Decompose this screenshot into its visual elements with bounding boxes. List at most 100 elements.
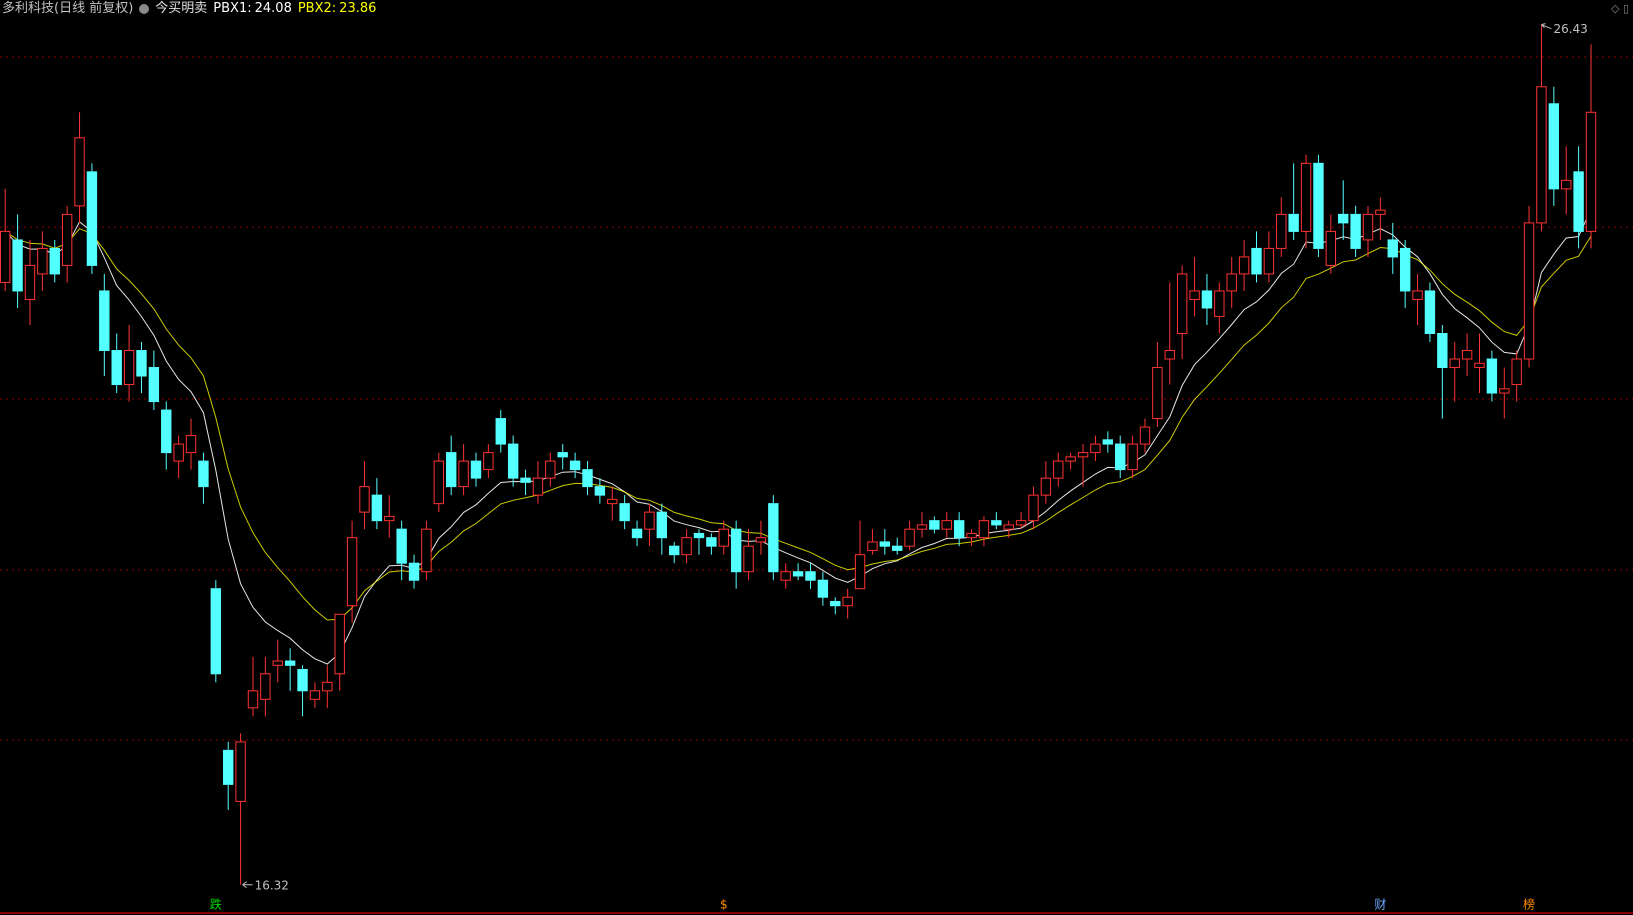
candle-body bbox=[458, 460, 469, 488]
candle-body bbox=[1412, 290, 1423, 300]
candle-body bbox=[557, 452, 568, 458]
candle-body bbox=[1115, 443, 1126, 471]
candle-body bbox=[371, 494, 383, 522]
candle-body bbox=[1523, 222, 1535, 360]
candle-body bbox=[1300, 162, 1312, 232]
candle-body bbox=[0, 230, 11, 283]
candle-body bbox=[421, 528, 432, 573]
candle-body bbox=[520, 477, 531, 483]
candle-body bbox=[359, 486, 370, 513]
candle-body bbox=[322, 681, 333, 692]
candle-body bbox=[953, 520, 965, 539]
candle-body bbox=[309, 690, 321, 700]
candle-body bbox=[1189, 290, 1200, 300]
candle-body bbox=[1511, 358, 1522, 386]
candle-body bbox=[941, 520, 952, 530]
event-marker: 财 bbox=[1374, 898, 1386, 912]
candle-body bbox=[260, 673, 271, 700]
candle-body bbox=[929, 520, 940, 530]
candle-body bbox=[1548, 103, 1560, 190]
indicator-line bbox=[4, 228, 1592, 621]
candle-body bbox=[594, 486, 606, 496]
candle-body bbox=[136, 350, 147, 377]
candle-body bbox=[1065, 456, 1076, 462]
candle-body bbox=[24, 264, 36, 300]
candle-body bbox=[693, 532, 705, 539]
candle-body bbox=[619, 503, 630, 522]
max-price-label: 26.43 bbox=[1553, 22, 1587, 36]
candle-body bbox=[991, 520, 1002, 526]
candle-body bbox=[916, 524, 928, 530]
candle-body bbox=[49, 247, 60, 275]
candle-body bbox=[966, 532, 977, 539]
candle-body bbox=[892, 545, 903, 551]
candle-body bbox=[185, 435, 197, 454]
candle-body bbox=[1015, 520, 1027, 526]
max-arrow bbox=[1541, 23, 1552, 30]
candle-body bbox=[346, 537, 358, 607]
indicator-name: 今买明卖 bbox=[155, 1, 208, 16]
window-icons[interactable]: ◇ ▯ bbox=[1610, 2, 1629, 15]
header: 多利科技(日线 前复权) 今买明卖 PBX1: 24.08 PBX2: 23.86 bbox=[2, 1, 376, 17]
candle-body bbox=[1226, 273, 1237, 292]
candle-body bbox=[297, 669, 308, 692]
min-price-label: 16.32 bbox=[255, 878, 289, 892]
min-arrow bbox=[242, 881, 253, 889]
candle-body bbox=[817, 579, 829, 598]
candle-body bbox=[1399, 247, 1411, 292]
candle-body bbox=[867, 541, 878, 551]
candle-body bbox=[780, 571, 791, 581]
candle-body bbox=[161, 409, 172, 454]
candle-body bbox=[545, 460, 556, 479]
candle-body bbox=[483, 452, 494, 471]
candle-body bbox=[1350, 213, 1361, 249]
candle-body bbox=[1003, 524, 1014, 530]
candle-body bbox=[1375, 209, 1386, 215]
candle-body bbox=[123, 350, 135, 386]
candle-body bbox=[1461, 350, 1473, 360]
candle-body bbox=[1214, 290, 1225, 317]
candle-body bbox=[743, 545, 754, 573]
event-marker: 榜 bbox=[1523, 897, 1535, 912]
candle-body bbox=[507, 443, 519, 479]
candle-body bbox=[1437, 332, 1448, 369]
candle-body bbox=[396, 528, 407, 564]
candle-body bbox=[718, 528, 729, 547]
indicator-value: 23.86 bbox=[339, 1, 377, 16]
candle-body bbox=[792, 571, 804, 577]
candle-body bbox=[532, 477, 544, 496]
candle-body bbox=[148, 367, 160, 403]
candle-body bbox=[210, 588, 222, 675]
candle-body bbox=[569, 460, 581, 471]
candle-body bbox=[272, 660, 283, 666]
candle-body bbox=[1573, 171, 1584, 232]
candle-body bbox=[1090, 443, 1101, 454]
indicator-value: 24.08 bbox=[254, 1, 292, 16]
candle-body bbox=[978, 520, 990, 539]
candle-body bbox=[173, 443, 184, 462]
indicator-values: PBX1: 24.08 PBX2: 23.86 bbox=[213, 1, 376, 17]
candle-body bbox=[1325, 230, 1337, 266]
candle-body bbox=[433, 460, 445, 505]
candle-body bbox=[1251, 247, 1262, 275]
indicator-name: PBX2: bbox=[297, 1, 337, 16]
candle-body bbox=[582, 469, 593, 488]
candle-body bbox=[706, 537, 717, 547]
candle-body bbox=[631, 528, 643, 539]
candle-body bbox=[1486, 358, 1498, 394]
candle-body bbox=[1362, 213, 1374, 241]
candle-body bbox=[12, 239, 23, 292]
candle-body bbox=[198, 460, 209, 488]
candle-body bbox=[334, 613, 345, 675]
event-marker: $ bbox=[720, 898, 728, 912]
candle-body bbox=[805, 571, 816, 581]
candle-body bbox=[1276, 213, 1287, 249]
candle-body bbox=[1102, 439, 1114, 445]
candle-body bbox=[61, 213, 73, 266]
candle-body bbox=[879, 541, 891, 547]
candle-body bbox=[223, 749, 234, 785]
candle-body bbox=[607, 498, 618, 505]
candle-body bbox=[1238, 256, 1250, 275]
candle-body bbox=[1176, 273, 1188, 334]
